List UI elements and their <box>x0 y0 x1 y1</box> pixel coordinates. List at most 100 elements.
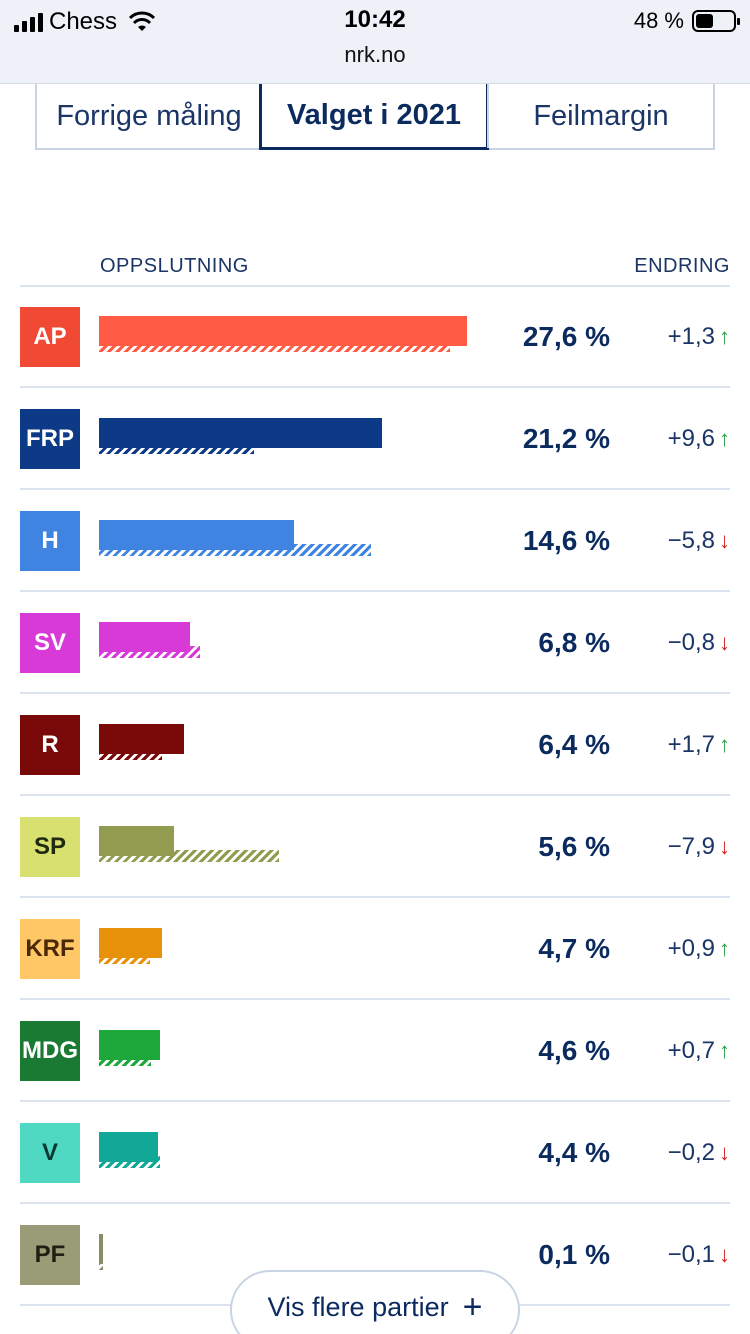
clock: 10:42 <box>344 6 406 33</box>
change-text: −0,1 <box>667 1241 715 1268</box>
current-support-bar <box>99 418 382 448</box>
support-percent: 4,4 % <box>538 1137 610 1168</box>
arrow-down-icon: ↓ <box>719 1242 730 1267</box>
support-bars <box>99 316 499 358</box>
current-support-bar <box>99 1030 161 1060</box>
support-header: OPPSLUTNING <box>100 255 249 277</box>
change-text: −7,9 <box>667 833 715 860</box>
party-badge: FRP <box>20 409 80 469</box>
party-badge: H <box>20 511 80 571</box>
party-badge: KRF <box>20 919 80 979</box>
arrow-down-icon: ↓ <box>719 1140 730 1165</box>
current-support-bar <box>99 316 467 346</box>
arrow-up-icon: ↑ <box>719 936 730 961</box>
party-badge: V <box>20 1123 80 1183</box>
party-badge: PF <box>20 1225 80 1285</box>
change-header: ENDRING <box>634 255 730 277</box>
current-support-bar <box>99 1234 103 1264</box>
party-row-h: H 14,6 % −5,8 ↓ <box>20 490 730 592</box>
change-value: +1,7 ↑ <box>668 694 730 796</box>
signal-icon <box>14 12 43 32</box>
support-percent: 21,2 % <box>522 423 610 454</box>
party-badge: AP <box>20 307 80 367</box>
support-percent: 14,6 % <box>522 525 610 556</box>
party-row-r: R 6,4 % +1,7 ↑ <box>20 694 730 796</box>
support-bars <box>99 622 499 664</box>
party-row-mdg: MDG 4,6 % +0,7 ↑ <box>20 1000 730 1102</box>
tab-previous-poll[interactable]: Forrige måling <box>37 84 261 148</box>
current-support-bar <box>99 724 185 754</box>
current-support-bar <box>99 928 162 958</box>
party-list: AP 27,6 % +1,3 ↑ FRP 21,2 % +9,6 ↑ H 14,6 % −5,8 ↓ S… <box>0 286 750 1306</box>
support-bars <box>99 418 499 460</box>
support-percent: 0,1 % <box>538 1239 610 1270</box>
current-support-bar <box>99 520 294 550</box>
status-left: Chess <box>14 8 156 36</box>
support-percent: 4,7 % <box>538 933 610 964</box>
arrow-down-icon: ↓ <box>719 630 730 655</box>
party-row-sv: SV 6,8 % −0,8 ↓ <box>20 592 730 694</box>
show-more-parties-button[interactable]: Vis flere partier + <box>230 1270 520 1334</box>
support-percent: 6,8 % <box>538 627 610 658</box>
change-value: −0,1 ↓ <box>668 1204 730 1306</box>
change-value: +0,9 ↑ <box>668 898 730 1000</box>
support-percent: 4,6 % <box>538 1035 610 1066</box>
arrow-up-icon: ↑ <box>719 324 730 349</box>
change-text: +0,7 <box>667 1037 715 1064</box>
support-bars <box>99 1030 499 1072</box>
comparison-tabs: Forrige måling Valget i 2021 Feilmargin <box>35 84 715 150</box>
battery-percent: 48 % <box>633 8 684 33</box>
support-percent: 5,6 % <box>538 831 610 862</box>
address-bar[interactable]: nrk.no <box>344 42 406 67</box>
header-divider <box>20 285 730 287</box>
change-value: −0,2 ↓ <box>668 1102 730 1204</box>
change-text: −0,8 <box>667 629 715 656</box>
arrow-down-icon: ↓ <box>719 528 730 553</box>
party-row-v: V 4,4 % −0,2 ↓ <box>20 1102 730 1204</box>
support-bars <box>99 724 499 766</box>
change-text: +1,7 <box>667 731 715 758</box>
support-bars <box>99 1234 499 1276</box>
change-value: +0,7 ↑ <box>668 1000 730 1102</box>
arrow-up-icon: ↑ <box>719 426 730 451</box>
support-percent: 27,6 % <box>522 321 610 352</box>
change-text: +1,3 <box>667 323 715 350</box>
change-value: −7,9 ↓ <box>668 796 730 898</box>
arrow-down-icon: ↓ <box>719 834 730 859</box>
party-badge: MDG <box>20 1021 80 1081</box>
party-badge: SV <box>20 613 80 673</box>
party-row-sp: SP 5,6 % −7,9 ↓ <box>20 796 730 898</box>
change-text: +0,9 <box>667 935 715 962</box>
status-right: 48 % <box>633 8 740 34</box>
wifi-icon <box>129 11 156 31</box>
change-value: −0,8 ↓ <box>668 592 730 694</box>
support-bars <box>99 520 499 562</box>
party-row-pf: PF 0,1 % −0,1 ↓ <box>20 1204 730 1306</box>
current-support-bar <box>99 1132 158 1162</box>
party-badge: R <box>20 715 80 775</box>
support-bars <box>99 928 499 970</box>
change-value: +9,6 ↑ <box>668 388 730 490</box>
party-badge: SP <box>20 817 80 877</box>
previous-result-bar <box>99 1258 103 1270</box>
change-text: −5,8 <box>667 527 715 554</box>
change-text: +9,6 <box>667 425 715 452</box>
tab-margin-of-error[interactable]: Feilmargin <box>487 84 713 148</box>
support-percent: 6,4 % <box>538 729 610 760</box>
tab-election-2021[interactable]: Valget i 2021 <box>259 84 489 150</box>
current-support-bar <box>99 826 174 856</box>
carrier-label: Chess <box>49 8 118 35</box>
plus-icon: + <box>462 1288 483 1326</box>
party-row-frp: FRP 21,2 % +9,6 ↑ <box>20 388 730 490</box>
change-value: −5,8 ↓ <box>668 490 730 592</box>
column-headers: OPPSLUTNING ENDRING <box>0 255 750 285</box>
arrow-up-icon: ↑ <box>719 1038 730 1063</box>
change-text: −0,2 <box>667 1139 715 1166</box>
support-bars <box>99 1132 499 1174</box>
party-row-ap: AP 27,6 % +1,3 ↑ <box>20 286 730 388</box>
arrow-up-icon: ↑ <box>719 732 730 757</box>
battery-icon <box>692 10 740 32</box>
status-bar: Chess 10:42 nrk.no 48 % <box>0 0 750 84</box>
change-value: +1,3 ↑ <box>668 286 730 388</box>
current-support-bar <box>99 622 190 652</box>
